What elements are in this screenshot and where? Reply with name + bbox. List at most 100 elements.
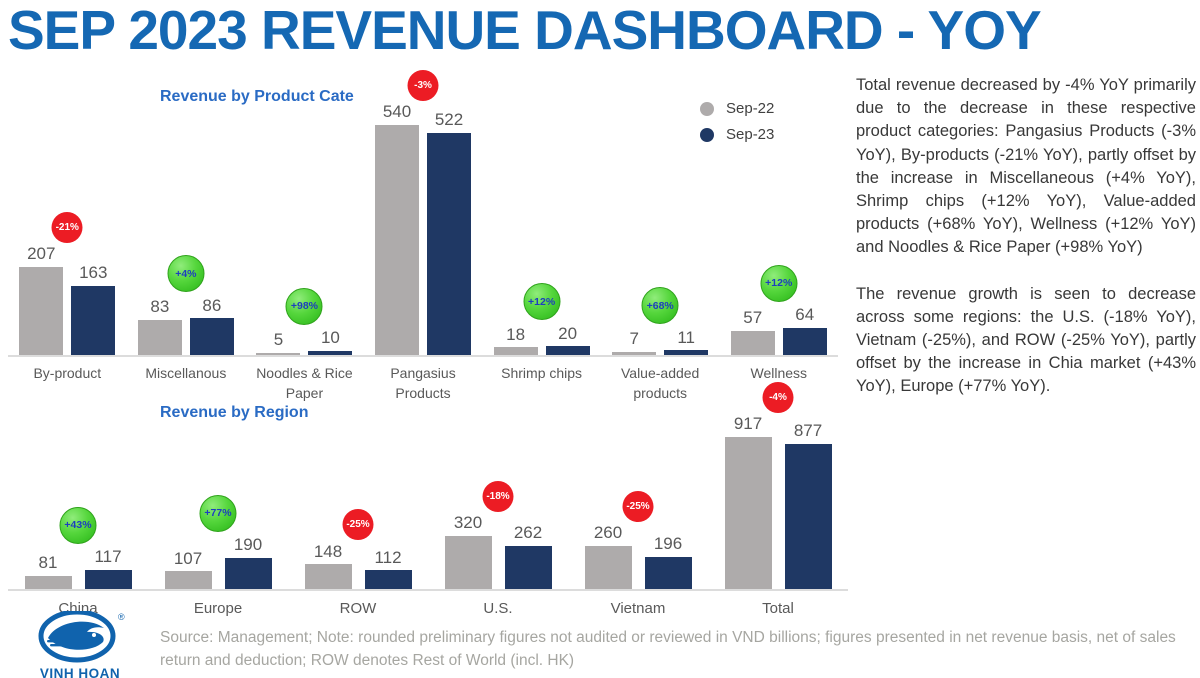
pct-change-badge: +12% — [760, 264, 798, 302]
pct-change-badge: +98% — [285, 287, 323, 325]
category-label: Miscellanous — [127, 363, 246, 404]
bar-sep23 — [308, 350, 353, 355]
category-group: +98% 5 10 — [245, 70, 364, 355]
pct-change-badge: +68% — [641, 287, 679, 325]
product-chart-title: Revenue by Product Cate — [160, 88, 354, 105]
bar-sep23 — [545, 346, 590, 355]
category-label: ROW — [288, 598, 428, 620]
sep22-legend-dot-icon — [700, 101, 714, 116]
bar-sep23 — [427, 132, 472, 355]
bar-value-label: 522 — [434, 109, 464, 129]
bar-pair: 57 64 — [730, 305, 827, 355]
category-group: -3% 540 522 — [364, 70, 483, 355]
bar-column-sep22: 57 — [730, 308, 775, 355]
bar-pair: 207 163 — [19, 244, 116, 355]
bar-column-sep23: 117 — [84, 547, 132, 589]
bar-column-sep23: 190 — [224, 535, 272, 589]
category-group: -18% 320 262 — [428, 420, 568, 589]
bar-column-sep22: 81 — [24, 552, 72, 589]
bar-value-label: 207 — [27, 244, 56, 264]
bar-column-sep22: 917 — [724, 414, 772, 589]
bar-sep23 — [84, 569, 132, 589]
bar-column-sep23: 20 — [545, 323, 590, 355]
bar-sep23 — [782, 327, 827, 355]
category-group: -25% 148 112 — [288, 420, 428, 589]
bar-pair: 148 112 — [304, 541, 412, 589]
category-label: Wellness — [719, 363, 838, 404]
bar-sep22 — [444, 535, 492, 589]
category-label-text: Europe — [193, 600, 243, 617]
category-label: Pangasius Products — [364, 363, 483, 404]
category-label: U.S. — [428, 598, 568, 620]
category-group: +43% 81 117 — [8, 420, 148, 589]
category-label-text: Shrimp chips — [501, 365, 583, 381]
bar-pair: 81 117 — [24, 547, 132, 589]
category-group: -4% 917 877 — [708, 382, 848, 589]
bar-value-label: 81 — [38, 552, 58, 572]
bar-column-sep22: 83 — [137, 296, 182, 355]
category-label-text: Vietnam — [610, 600, 666, 617]
category-label: Shrimp chips — [482, 363, 601, 404]
bar-sep22 — [137, 319, 182, 355]
category-group: -25% 260 196 — [568, 420, 708, 589]
bar-value-label: 917 — [733, 414, 763, 434]
bar-value-label: 260 — [593, 523, 623, 543]
bar-column-sep23: 877 — [784, 421, 832, 589]
pct-change-badge: +43% — [59, 506, 97, 544]
pct-change-badge: +12% — [523, 283, 561, 321]
bar-sep22 — [730, 330, 775, 355]
bar-value-label: 107 — [173, 548, 203, 568]
source-note: Source: Management; Note: rounded prelim… — [160, 629, 1176, 669]
bar-sep22 — [375, 125, 420, 355]
bar-value-label: 20 — [558, 323, 578, 343]
product-chart-axis-labels: By-product Miscellanous Noodles & Rice Pap… — [8, 363, 838, 404]
bar-column-sep23: 262 — [504, 523, 552, 589]
pct-change-badge: -25% — [342, 509, 374, 541]
fish-logo-icon: ® — [38, 609, 125, 663]
vinh-hoan-logo: ® VINH HOAN — [24, 609, 136, 678]
category-label-text: By-product — [33, 365, 102, 381]
bar-sep22 — [493, 347, 538, 355]
region-chart-title: Revenue by Region — [160, 404, 309, 421]
bar-sep23 — [644, 556, 692, 589]
pct-change-badge: +4% — [167, 255, 205, 293]
category-label-text: Wellness — [750, 365, 808, 381]
bar-column-sep22: 540 — [375, 102, 420, 355]
bar-column-sep23: 112 — [364, 547, 412, 589]
bar-pair: 260 196 — [584, 523, 692, 589]
registered-mark: ® — [118, 612, 125, 622]
bar-sep23 — [784, 443, 832, 589]
bar-sep22 — [24, 575, 72, 589]
category-group: +12% 18 20 — [482, 70, 601, 355]
bar-value-label: 112 — [374, 547, 402, 567]
chart-legend: Sep-22 Sep-23 — [700, 100, 774, 152]
bar-sep22 — [304, 564, 352, 589]
bar-value-label: 83 — [150, 296, 170, 316]
bar-value-label: 196 — [653, 533, 683, 553]
bar-column-sep22: 18 — [493, 325, 538, 355]
bar-sep23 — [364, 570, 412, 589]
region-chart-plot: +43% 81 117 +77% 107 190 -25% 148 112 -18% 320 262-… — [8, 382, 848, 591]
category-group: +68% 7 11 — [601, 70, 720, 355]
category-group: +12% 57 64 — [719, 70, 838, 355]
bar-column-sep23: 10 — [308, 328, 353, 355]
category-label: By-product — [8, 363, 127, 404]
bar-sep23 — [71, 285, 116, 355]
bar-sep23 — [664, 350, 709, 355]
pct-change-badge: -4% — [762, 382, 794, 413]
bar-pair: 7 11 — [612, 327, 709, 355]
bar-value-label: 148 — [313, 541, 343, 561]
bar-sep23 — [224, 557, 272, 589]
product-chart-plot: -21% 207 163 +4% 83 86 +98% 5 10 -3% 540 522 +12% 18 2… — [8, 70, 838, 357]
bar-value-label: 11 — [677, 327, 695, 347]
bar-value-label: 86 — [202, 295, 222, 315]
category-label-text: Noodles & Rice Paper — [256, 365, 353, 402]
bar-column-sep23: 522 — [427, 109, 472, 355]
bar-value-label: 540 — [382, 102, 412, 122]
bar-column-sep23: 64 — [782, 305, 827, 355]
category-group: -21% 207 163 — [8, 70, 127, 355]
bar-column-sep22: 148 — [304, 541, 352, 589]
category-label-text: U.S. — [483, 600, 513, 617]
category-label-text: Value-added products — [620, 365, 700, 402]
